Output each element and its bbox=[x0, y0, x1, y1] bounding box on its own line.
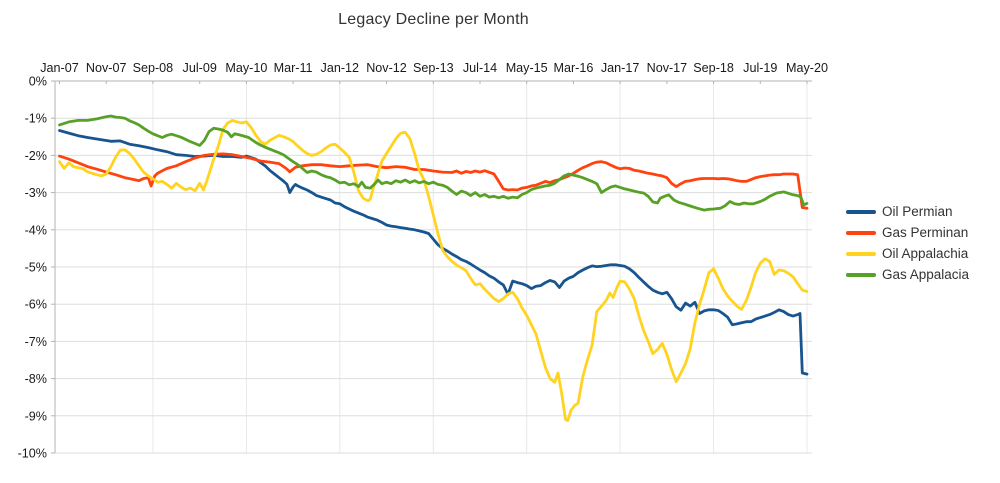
x-tick-label: Jan-17 bbox=[601, 61, 640, 75]
x-tick-label: Jul-09 bbox=[183, 61, 217, 75]
x-tick-label: Mar-16 bbox=[553, 61, 593, 75]
chart-title: Legacy Decline per Month bbox=[338, 11, 529, 28]
y-tick-label: -9% bbox=[25, 409, 47, 423]
x-tick-label: Jul-14 bbox=[463, 61, 497, 75]
x-tick-label: Mar-11 bbox=[274, 61, 313, 75]
y-tick-label: -4% bbox=[25, 223, 47, 237]
legend-label: Oil Appalachia bbox=[882, 246, 969, 261]
y-tick-label: 0% bbox=[29, 75, 47, 89]
legend-color-swatch bbox=[846, 230, 876, 235]
legend-item: Oil Permian bbox=[846, 201, 969, 222]
x-tick-label: Nov-07 bbox=[86, 61, 127, 75]
series-line-oil-appalachia bbox=[58, 119, 809, 423]
x-tick-label: May-15 bbox=[506, 61, 548, 75]
legend-color-swatch bbox=[846, 272, 876, 277]
chart-legend: Oil Permian Gas Perminan Oil Appalachia Gas… bbox=[846, 201, 969, 285]
legend-color-swatch bbox=[846, 251, 876, 256]
x-tick-label: Nov-12 bbox=[366, 61, 407, 75]
y-tick-label: -6% bbox=[25, 298, 47, 312]
x-tick-label: Sep-08 bbox=[133, 61, 174, 75]
x-tick-label: Nov-17 bbox=[647, 61, 688, 75]
series-line-gas-appalacia bbox=[58, 114, 809, 212]
y-tick-label: -5% bbox=[25, 261, 47, 275]
x-tick-label: Jul-19 bbox=[743, 61, 777, 75]
legend-label: Gas Perminan bbox=[882, 225, 969, 240]
x-tick-label: Sep-18 bbox=[693, 61, 734, 75]
series-line-oil-permian bbox=[58, 129, 809, 376]
y-tick-label: -1% bbox=[25, 112, 47, 126]
legend-label: Gas Appalacia bbox=[882, 267, 970, 282]
x-tick-label: May-20 bbox=[786, 61, 828, 75]
legend-item: Oil Appalachia bbox=[846, 243, 969, 264]
legend-item: Gas Appalacia bbox=[846, 264, 969, 285]
x-tick-label: May-10 bbox=[225, 61, 267, 75]
x-tick-label: Sep-13 bbox=[413, 61, 454, 75]
legend-label: Oil Permian bbox=[882, 204, 953, 219]
y-tick-label: -7% bbox=[25, 335, 47, 349]
y-tick-label: -10% bbox=[18, 447, 47, 461]
x-tick-label: Jan-07 bbox=[40, 61, 79, 75]
legend-color-swatch bbox=[846, 209, 876, 214]
y-tick-label: -3% bbox=[25, 186, 47, 200]
y-tick-label: -8% bbox=[25, 372, 47, 386]
x-tick-label: Jan-12 bbox=[321, 61, 360, 75]
legend-item: Gas Perminan bbox=[846, 222, 969, 243]
y-tick-label: -2% bbox=[25, 149, 47, 163]
